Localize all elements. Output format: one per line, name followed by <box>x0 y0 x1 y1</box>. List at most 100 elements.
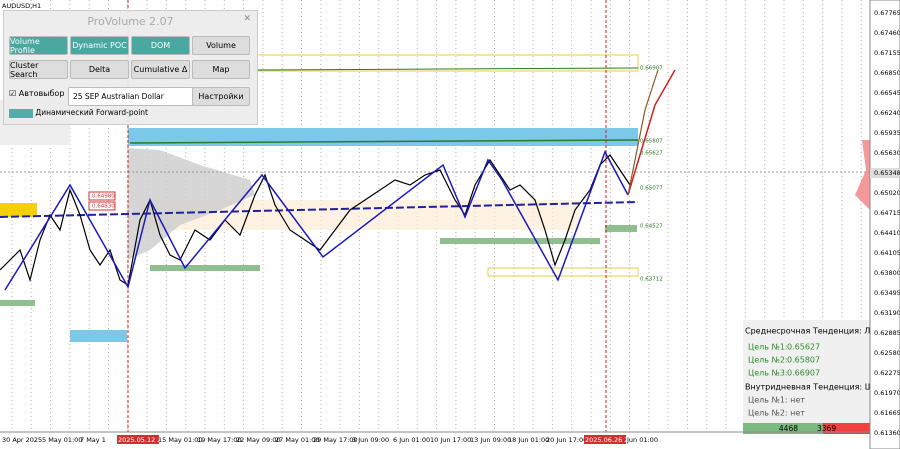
target-value: 0.65627 <box>787 343 820 352</box>
time-label: 10 Jun 17:00 <box>430 436 471 444</box>
tool-button[interactable]: Dynamic POC <box>70 36 129 55</box>
zone <box>440 238 600 244</box>
level <box>129 139 639 144</box>
level-label: 0.65077 <box>640 186 663 192</box>
auto-select[interactable]: ☑ Автовыбор <box>9 89 65 98</box>
time-highlight <box>584 435 626 444</box>
trend: Среднесрочная Тенденция: Лонг <box>745 327 885 336</box>
tool-button[interactable]: Cluster Search <box>9 60 68 79</box>
price-label: 0.63190 <box>874 309 900 317</box>
zigzag <box>4 150 629 291</box>
target-label: Цель №1: <box>748 343 788 352</box>
price-label: 0.64715 <box>874 209 900 217</box>
zone <box>0 300 35 306</box>
price-label: 0.67460 <box>874 29 900 37</box>
target: Цель №1: нет <box>748 396 805 405</box>
level-label: 0.64980 <box>92 194 115 200</box>
price-label: 0.66240 <box>874 109 900 117</box>
instrument-select[interactable]: 25 SEP Australian Dollar <box>68 87 194 106</box>
time-label: 5 May 01:00 <box>42 436 82 444</box>
level-label: 0.65627 <box>640 151 663 157</box>
target: Цель №2: нет <box>748 409 805 418</box>
time-label: 2025.05.12 21:00 <box>118 436 176 444</box>
forecast <box>627 69 659 196</box>
level-label: 0.64527 <box>640 224 663 230</box>
forecast <box>627 69 676 196</box>
price <box>0 154 631 286</box>
level-label: 0.66907 <box>640 66 663 72</box>
forward-point[interactable]: Динамический Forward-point <box>9 108 148 118</box>
price-label: 0.64410 <box>874 229 900 237</box>
time-label: 27 May 01:00 <box>275 436 320 444</box>
price-label: 0.62275 <box>874 369 900 377</box>
price-label: 0.66850 <box>874 69 900 77</box>
price-label: 0.65020 <box>874 189 900 197</box>
trend: Внутридневная Тенденция: Шорт <box>745 383 888 392</box>
level-label: 0.65807 <box>640 139 663 145</box>
provolume-panel: ProVolume 2.07 ✕ Volume Profile Dynamic P… <box>3 10 258 125</box>
level <box>254 67 639 71</box>
price-label: 0.65630 <box>874 149 900 157</box>
price-label: 0.65348 <box>874 169 900 177</box>
target-value: 0.66907 <box>787 369 820 378</box>
price-label: 0.62885 <box>874 329 900 337</box>
zone <box>150 265 260 271</box>
price-label: 0.61970 <box>874 389 900 397</box>
price-label: 0.64105 <box>874 249 900 257</box>
time-label: 2025.06.26 20:00 <box>585 436 643 444</box>
price-label: 0.67765 <box>874 9 900 17</box>
time-label: 30 Apr 2025 <box>2 436 42 444</box>
poc <box>0 201 639 218</box>
time-label: 22 May 09:00 <box>236 436 281 444</box>
zone <box>70 330 127 342</box>
tool-button[interactable]: Map <box>192 60 250 79</box>
current-price-box <box>870 168 900 178</box>
level-label: 0.63712 <box>640 277 663 283</box>
tool-button[interactable]: DOM <box>131 36 190 55</box>
time-label: 19 May 17:00 <box>197 436 242 444</box>
symbol: AUDUSD,H1 <box>2 2 41 10</box>
price-label: 0.67155 <box>874 49 900 57</box>
buy-volume: 4468 <box>779 424 798 433</box>
dom <box>855 140 870 210</box>
time-label: 6 Jun 01:00 <box>393 436 430 444</box>
price-label: 0.65935 <box>874 129 900 137</box>
buy-bar <box>743 423 823 434</box>
settings-button[interactable]: Настройки <box>192 87 250 106</box>
tool-button[interactable]: Volume Profile <box>9 36 68 55</box>
sell-bar <box>823 423 870 434</box>
time-label: 18 Jun 01:00 <box>508 436 549 444</box>
price-label: 0.61360 <box>874 429 900 437</box>
info-box <box>743 320 870 423</box>
time-label: 20 Jun 17:00 <box>546 436 587 444</box>
target-label: Цель №2: <box>748 356 788 365</box>
level-label: 0.64830 <box>92 204 115 210</box>
time-label: 15 May 01:00 <box>158 436 203 444</box>
level-box <box>88 191 116 201</box>
label: Динамический Forward-point <box>35 108 148 117</box>
sell-volume: 3369 <box>817 424 836 433</box>
level-box <box>88 201 116 211</box>
target-label: Цель №3: <box>748 369 788 378</box>
price-label: 0.63800 <box>874 269 900 277</box>
price-axis <box>869 0 900 449</box>
price-label: 0.62580 <box>874 349 900 357</box>
panel-title: ProVolume 2.07 <box>87 15 174 28</box>
tool-button[interactable]: Volume <box>192 36 250 55</box>
time-label: Jun 01:00 <box>626 436 658 444</box>
time-label: 13 Jun 09:00 <box>470 436 511 444</box>
time-label: 29 May 17:00 <box>313 436 358 444</box>
close[interactable]: ✕ <box>243 14 251 24</box>
target-value: 0.65807 <box>787 356 820 365</box>
zone <box>0 203 37 217</box>
tool-button[interactable]: Delta <box>70 60 129 79</box>
price-label: 0.63495 <box>874 289 900 297</box>
zone <box>605 225 637 232</box>
time-label: 7 May 1 <box>80 436 106 444</box>
label: Автовыбор <box>18 89 65 98</box>
price-label: 0.61665 <box>874 409 900 417</box>
price-label: 0.66545 <box>874 89 900 97</box>
tool-button[interactable]: Cumulative Δ <box>131 60 190 79</box>
